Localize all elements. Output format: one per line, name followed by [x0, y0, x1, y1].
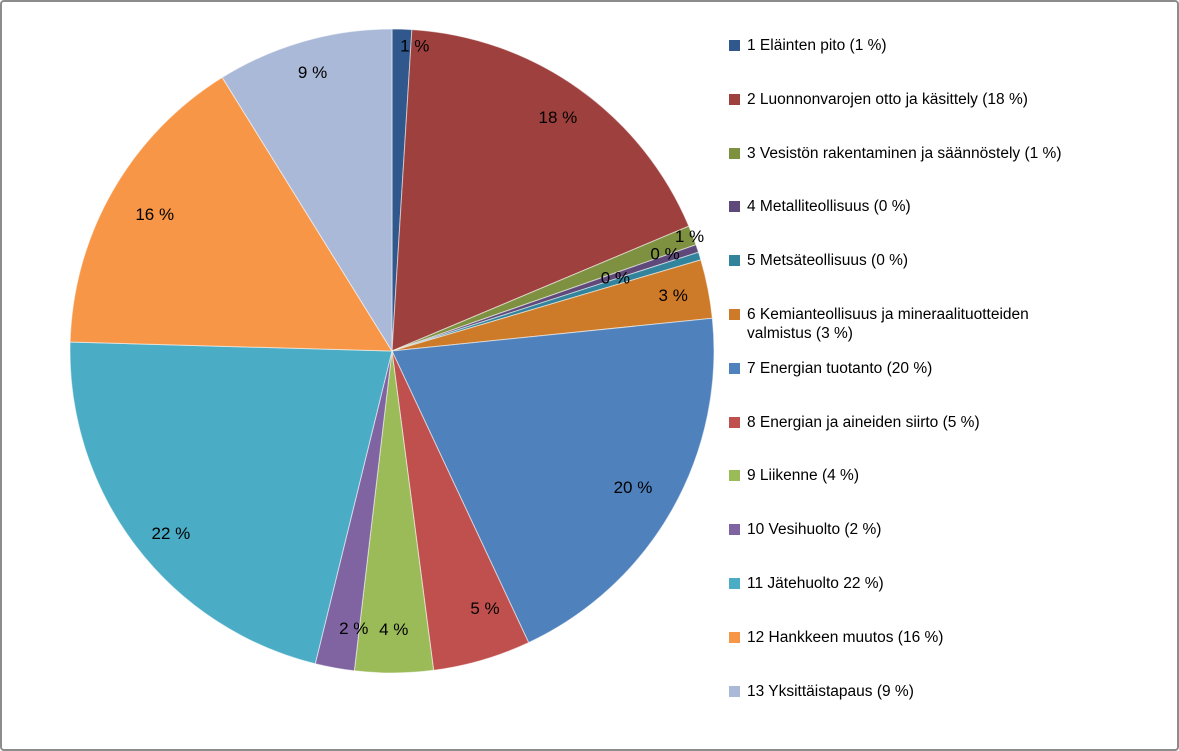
legend-swatch-icon: [729, 201, 740, 213]
legend-swatch-icon: [729, 577, 740, 589]
slice-label-5: 0 %: [601, 268, 630, 287]
slice-label-13: 9 %: [298, 63, 327, 82]
legend-label: 1 Eläinten pito (1 %): [747, 37, 887, 54]
legend-item-3: 3 Vesistön rakentaminen ja säännöstely (…: [729, 144, 1159, 198]
legend-item-12: 12 Hankkeen muutos (16 %): [729, 628, 1159, 682]
pie-slice-11: [69, 341, 393, 665]
legend-swatch-icon: [729, 524, 740, 536]
legend-item-9: 9 Liikenne (4 %): [729, 466, 1159, 520]
legend-swatch-icon: [729, 93, 740, 105]
legend-label: 7 Energian tuotanto (20 %): [747, 359, 933, 377]
slice-label-1: 1 %: [400, 36, 429, 55]
legend-item-6: 6 Kemianteollisuus ja mineraalituotteide…: [729, 305, 1159, 359]
legend-item-8: 8 Energian ja aineiden siirto (5 %): [729, 413, 1159, 467]
pie-slice-2: [391, 29, 690, 352]
slice-label-12: 16 %: [135, 205, 174, 224]
legend-label: 2 Luonnonvarojen otto ja käsittely (18 %…: [747, 90, 1028, 108]
pie-slice-13: [221, 28, 393, 353]
legend-swatch-icon: [729, 255, 740, 267]
slice-label-9: 4 %: [379, 620, 408, 639]
legend-label: 12 Hankkeen muutos (16 %): [747, 628, 944, 646]
legend-item-13: 13 Yksittäistapaus (9 %): [729, 682, 1159, 736]
slice-label-6: 3 %: [659, 286, 688, 305]
legend-label: 10 Vesihuolto (2 %): [747, 521, 882, 539]
slice-label-11: 22 %: [152, 524, 191, 543]
legend-label: 6 Kemianteollisuus ja mineraalituotteide…: [747, 305, 1029, 343]
legend-label: 11 Jätehuolto 22 %): [747, 574, 884, 592]
legend-swatch-icon: [729, 362, 740, 374]
legend-swatch-icon: [729, 685, 740, 697]
legend-item-10: 10 Vesihuolto (2 %): [729, 520, 1159, 574]
legend-label: 5 Metsäteollisuus (0 %): [747, 252, 909, 270]
slice-label-7: 20 %: [614, 478, 653, 497]
pie-slice-12: [69, 76, 393, 352]
slice-label-8: 5 %: [470, 599, 499, 618]
legend-item-5: 5 Metsäteollisuus (0 %): [729, 251, 1159, 305]
legend-label: 13 Yksittäistapaus (9 %): [747, 682, 914, 700]
legend-item-4: 4 Metalliteollisuus (0 %): [729, 197, 1159, 251]
legend-swatch-icon: [729, 308, 740, 320]
slice-label-10: 2 %: [339, 619, 368, 638]
legend-label: 4 Metalliteollisuus (0 %): [747, 198, 911, 216]
legend-item-7: 7 Energian tuotanto (20 %): [729, 359, 1159, 413]
legend-swatch-icon: [729, 147, 740, 159]
legend-label: 3 Vesistön rakentaminen ja säännöstely (…: [747, 144, 1062, 162]
legend-label: 8 Energian ja aineiden siirto (5 %): [747, 413, 980, 431]
legend-item-1: 1 Eläinten pito (1 %): [729, 36, 1159, 90]
legend-item-2: 2 Luonnonvarojen otto ja käsittely (18 %…: [729, 90, 1159, 144]
slice-label-3: 1 %: [675, 227, 704, 246]
legend-swatch-icon: [729, 416, 740, 428]
legend-swatch-icon: [729, 40, 740, 51]
legend-item-11: 11 Jätehuolto 22 %): [729, 574, 1159, 628]
chart-legend: 1 Eläinten pito (1 %) 2 Luonnonvarojen ot…: [729, 36, 1159, 735]
legend-swatch-icon: [729, 470, 740, 482]
legend-swatch-icon: [729, 631, 740, 643]
legend-label: 9 Liikenne (4 %): [747, 467, 860, 485]
slice-label-4: 0 %: [650, 244, 679, 263]
slice-label-2: 18 %: [538, 108, 577, 127]
pie-slice-7: [391, 317, 715, 644]
